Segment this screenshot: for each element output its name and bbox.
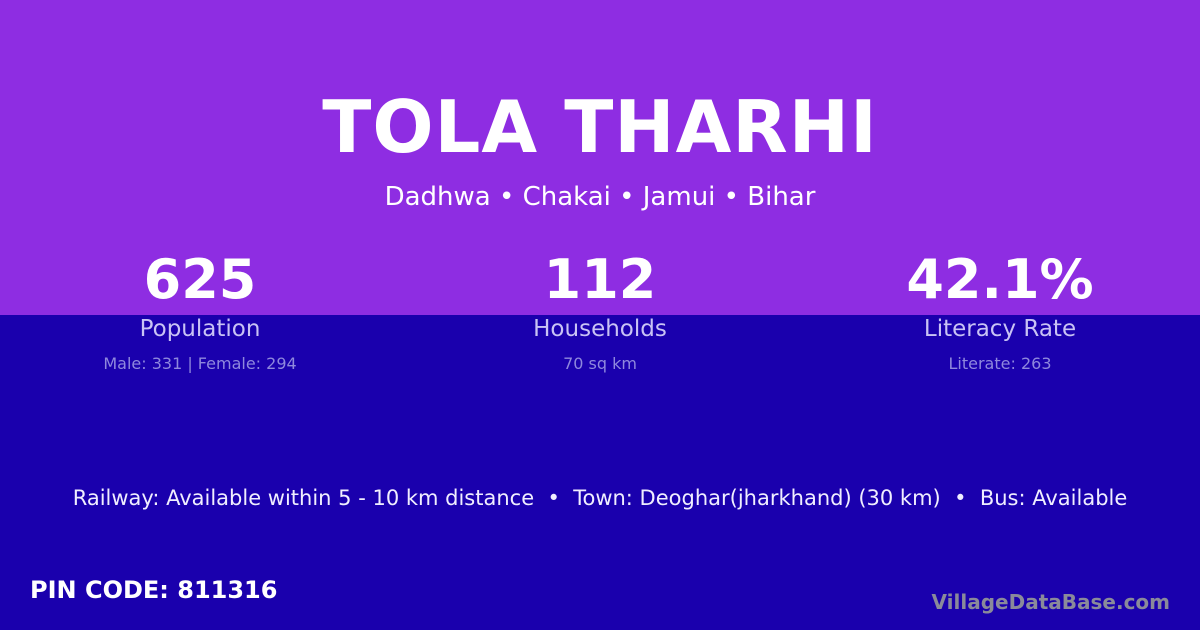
footer-band: [0, 315, 1200, 630]
stat-detail: 70 sq km: [563, 354, 637, 373]
brand-logo: VillageDataBase.com: [931, 590, 1170, 614]
stat-label: Population: [139, 316, 261, 342]
location-breadcrumb: Dadhwa • Chakai • Jamui • Bihar: [384, 182, 816, 212]
stat-label: Literacy Rate: [923, 316, 1077, 342]
stat-detail: Male: 331 | Female: 294: [103, 354, 297, 373]
header-band: [0, 0, 1200, 315]
pin-code: PIN CODE: 811316: [30, 576, 278, 604]
stat-literacy: 42.1% Literacy Rate Literate: 263: [800, 248, 1200, 374]
stat-households: 112 Households 70 sq km: [400, 248, 800, 374]
village-title: TOLA THARHI: [322, 85, 878, 169]
stat-value: 42.1%: [906, 248, 1094, 311]
stat-label: Households: [533, 316, 667, 342]
stat-population: 625 Population Male: 331 | Female: 294: [0, 248, 400, 374]
stat-value: 112: [543, 248, 657, 311]
facilities-line: Railway: Available within 5 - 10 km dist…: [72, 486, 1128, 510]
stat-value: 625: [143, 248, 257, 311]
stat-detail: Literate: 263: [948, 354, 1052, 373]
